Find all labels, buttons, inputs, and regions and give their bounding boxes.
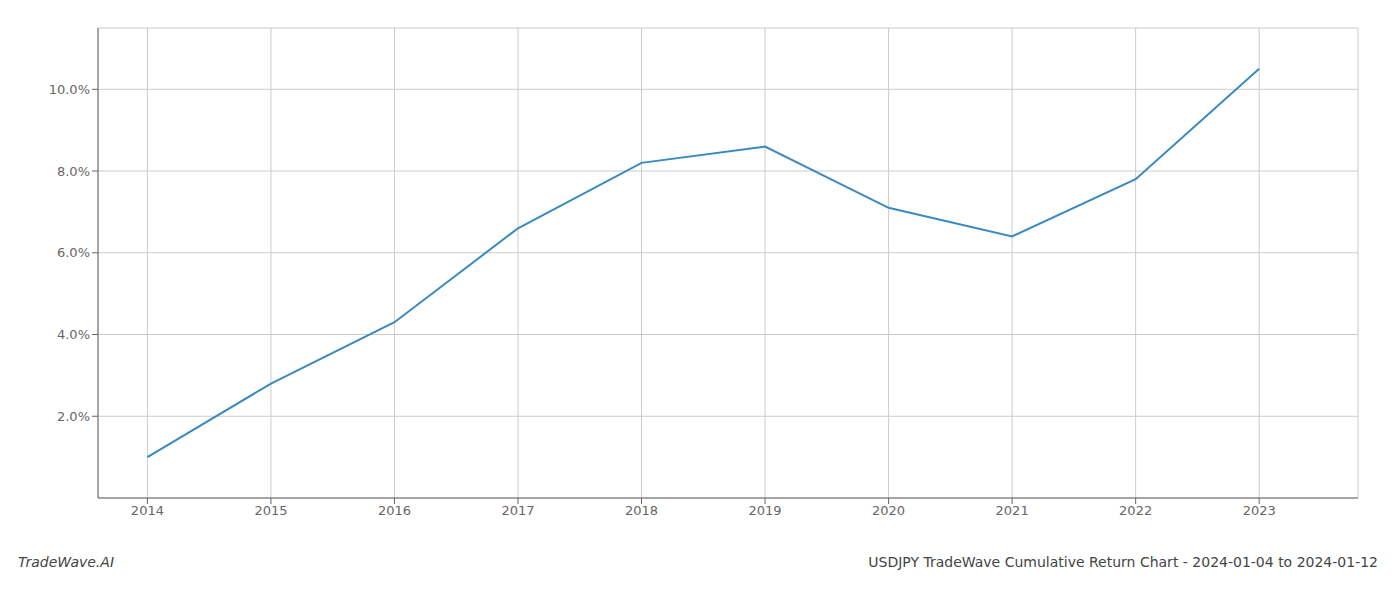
- svg-text:2019: 2019: [749, 503, 782, 518]
- svg-text:2023: 2023: [1243, 503, 1276, 518]
- html-text:TradeWave.AI: TradeWave.AI: [18, 554, 114, 570]
- svg-text:2022: 2022: [1119, 503, 1152, 518]
- svg-text:4.0%: 4.0%: [57, 327, 90, 342]
- svg-text:2021: 2021: [996, 503, 1029, 518]
- svg-text:2.0%: 2.0%: [57, 409, 90, 424]
- svg-text:2016: 2016: [378, 503, 411, 518]
- svg-text:2018: 2018: [625, 503, 658, 518]
- svg-text:8.0%: 8.0%: [57, 164, 90, 179]
- svg-text:6.0%: 6.0%: [57, 245, 90, 260]
- svg-text:2017: 2017: [501, 503, 534, 518]
- svg-text:2015: 2015: [254, 503, 287, 518]
- html-text:USDJPY TradeWave Cumulative Re: USDJPY TradeWave Cumulative Return Chart…: [868, 554, 1378, 570]
- svg-text:2014: 2014: [131, 503, 164, 518]
- svg-text:2020: 2020: [872, 503, 905, 518]
- svg-text:10.0%: 10.0%: [49, 82, 90, 97]
